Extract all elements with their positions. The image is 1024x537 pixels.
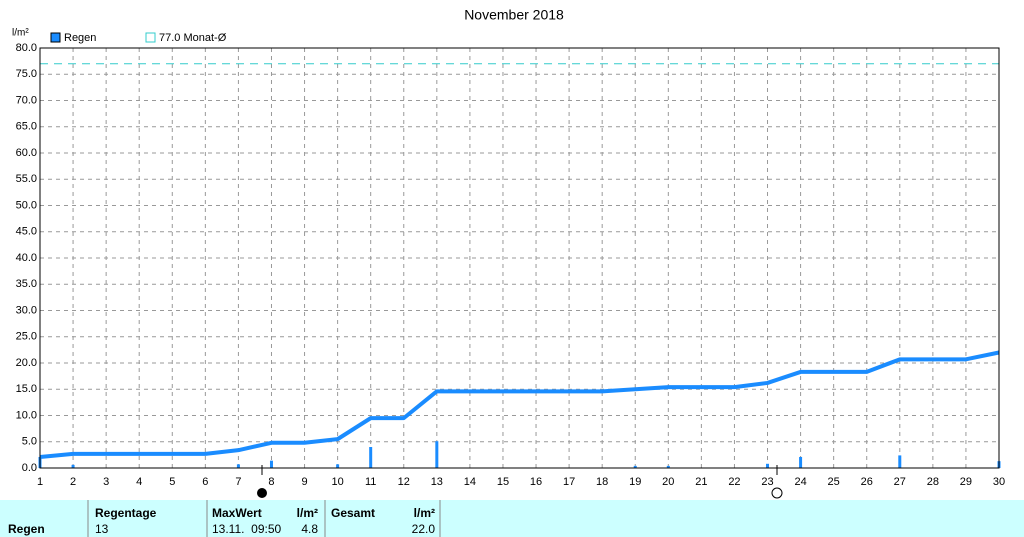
x-tick-label: 27 [894, 476, 906, 488]
bar [633, 465, 637, 468]
table-background [0, 500, 1024, 537]
x-tick-label: 1 [37, 476, 43, 488]
x-tick-label: 2 [70, 476, 76, 488]
full-moon-icon [771, 487, 783, 499]
table-header: Regentage [95, 506, 157, 520]
bar [766, 463, 770, 468]
y-tick-label: 40.0 [16, 252, 37, 264]
bar [799, 456, 803, 468]
x-tick-label: 13 [431, 476, 443, 488]
legend-swatch [50, 32, 61, 43]
table-cell: 4.8 [301, 522, 318, 536]
x-tick-label: 21 [695, 476, 707, 488]
table-cell: 22.0 [412, 522, 436, 536]
legend-label: Regen [64, 32, 96, 44]
y-tick-label: 70.0 [16, 94, 37, 106]
x-tick-label: 10 [331, 476, 343, 488]
x-tick-label: 17 [563, 476, 575, 488]
y-tick-label: 25.0 [16, 331, 37, 343]
table-row-label: Regen [8, 522, 45, 536]
y-tick-label: 45.0 [16, 226, 37, 238]
table-header: l/m² [297, 506, 318, 520]
x-tick-label: 16 [530, 476, 542, 488]
x-tick-label: 25 [828, 476, 840, 488]
x-tick-label: 22 [728, 476, 740, 488]
plot: 0.0 5.0 10.0 15.0 20.0 25.0 30.0 35.0 40.0 45.0 50… [16, 42, 1006, 488]
x-tick-label: 4 [136, 476, 142, 488]
x-tick-label: 28 [927, 476, 939, 488]
y-tick-label: 80.0 [16, 42, 37, 54]
bar [71, 464, 75, 468]
summary-table: Regentage MaxWert l/m² Gesamt l/m² Regen… [0, 500, 1024, 537]
bar [369, 447, 373, 468]
y-tick-label: 65.0 [16, 121, 37, 133]
plot-border [39, 47, 1000, 469]
bar [898, 455, 902, 468]
x-tick-label: 14 [464, 476, 476, 488]
bar [435, 441, 439, 468]
x-tick-label: 15 [497, 476, 509, 488]
x-tick-label: 8 [268, 476, 274, 488]
x-tick-label: 11 [365, 476, 376, 488]
x-tick-label: 6 [202, 476, 208, 488]
table-header: MaxWert [212, 506, 262, 520]
y-tick-label: 60.0 [16, 147, 37, 159]
x-tick-label: 3 [103, 476, 109, 488]
table-header: Gesamt [331, 506, 375, 520]
y-tick-label: 75.0 [16, 68, 37, 80]
y-tick-label: 5.0 [22, 436, 37, 448]
x-tick-label: 12 [398, 476, 410, 488]
x-tick-label: 24 [794, 476, 806, 488]
table-cell: 13 [95, 522, 109, 536]
y-tick-label: 0.0 [22, 462, 37, 474]
new-moon-icon [257, 488, 267, 498]
bar [236, 464, 240, 468]
bar [269, 460, 273, 468]
y-tick-label: 30.0 [16, 304, 37, 316]
y-axis-unit: l/m² [12, 28, 29, 39]
x-tick-label: 5 [169, 476, 175, 488]
table-header: l/m² [414, 506, 435, 520]
bar [336, 464, 340, 468]
x-tick-label: 23 [761, 476, 773, 488]
legend-swatch [145, 32, 156, 43]
x-tick-label: 19 [629, 476, 641, 488]
x-tick-label: 29 [960, 476, 972, 488]
legend-label: 77.0 Monat-Ø [159, 32, 227, 44]
x-tick-label: 7 [235, 476, 241, 488]
y-tick-label: 15.0 [16, 383, 37, 395]
y-tick-label: 50.0 [16, 199, 37, 211]
x-tick-label: 18 [596, 476, 608, 488]
y-tick-label: 10.0 [16, 409, 37, 421]
y-tick-label: 55.0 [16, 173, 37, 185]
x-tick-label: 30 [993, 476, 1005, 488]
table-cell: 13.11. 09:50 [212, 522, 281, 536]
x-tick-label: 26 [861, 476, 873, 488]
chart-title: November 2018 [464, 7, 564, 23]
y-tick-label: 35.0 [16, 278, 37, 290]
cumulative-line [39, 350, 1000, 459]
bar [666, 465, 670, 468]
x-tick-label: 20 [662, 476, 674, 488]
y-tick-label: 20.0 [16, 357, 37, 369]
x-tick-label: 9 [301, 476, 307, 488]
